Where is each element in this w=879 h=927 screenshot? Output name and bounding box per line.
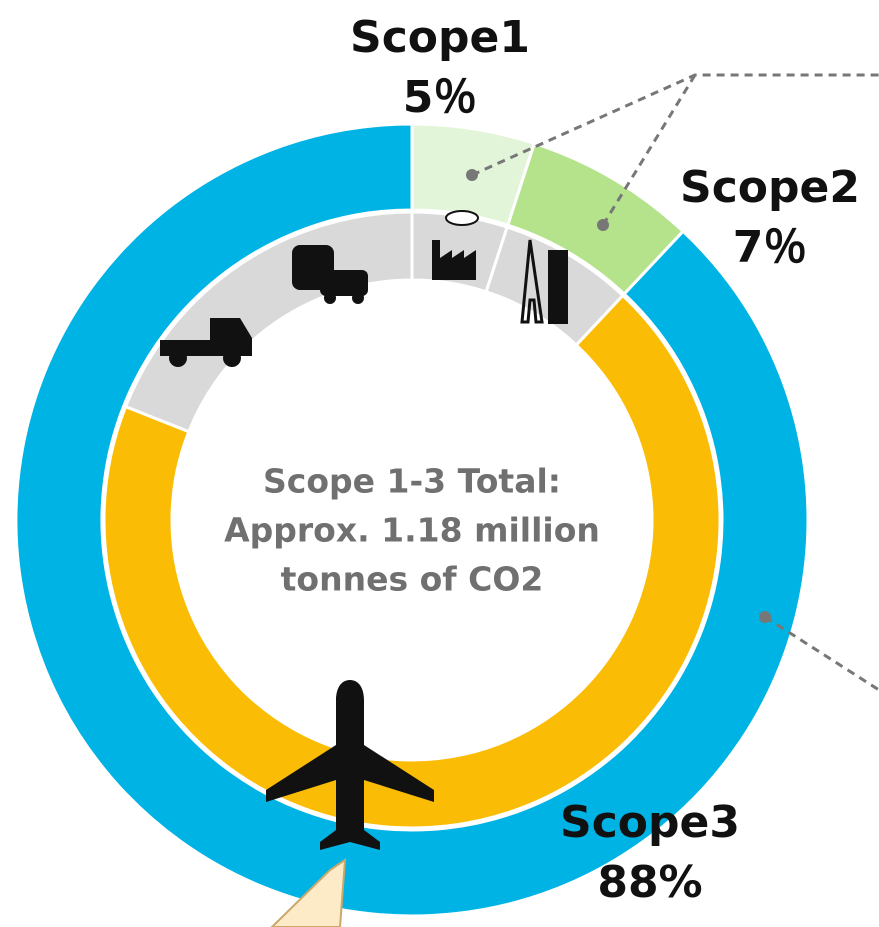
wheel (169, 349, 187, 367)
leader-line (764, 615, 879, 692)
leaders (471, 73, 879, 692)
value-label: 88% (597, 857, 702, 908)
building-icon (548, 250, 568, 324)
factory-icon (432, 240, 476, 280)
center-text: Approx. 1.18 million (224, 511, 600, 550)
truck-icon (160, 318, 252, 356)
center-text: Scope 1-3 Total: (263, 462, 561, 501)
smoke-icon (445, 210, 479, 226)
icons (160, 210, 568, 850)
leader-dot (466, 169, 478, 181)
slice-label: Scope3 (560, 797, 740, 848)
slice-label: Scope2 (680, 162, 860, 213)
tower-icon (520, 239, 544, 324)
callout (270, 858, 347, 927)
wheel (352, 292, 364, 304)
plane-icon (266, 680, 434, 850)
center-text: tonnes of CO2 (281, 560, 544, 599)
wheel (223, 349, 241, 367)
value-label: 7％ (733, 222, 808, 273)
value-label: 5％ (403, 72, 478, 123)
slice (102, 293, 722, 830)
car-icon (320, 270, 368, 296)
slice (14, 122, 810, 918)
wheel (324, 292, 336, 304)
leader-dots (466, 169, 771, 623)
leader-dot (597, 219, 609, 231)
leader-dot (759, 611, 771, 623)
slice-label: Scope1 (350, 12, 530, 63)
leader-line (601, 74, 697, 226)
